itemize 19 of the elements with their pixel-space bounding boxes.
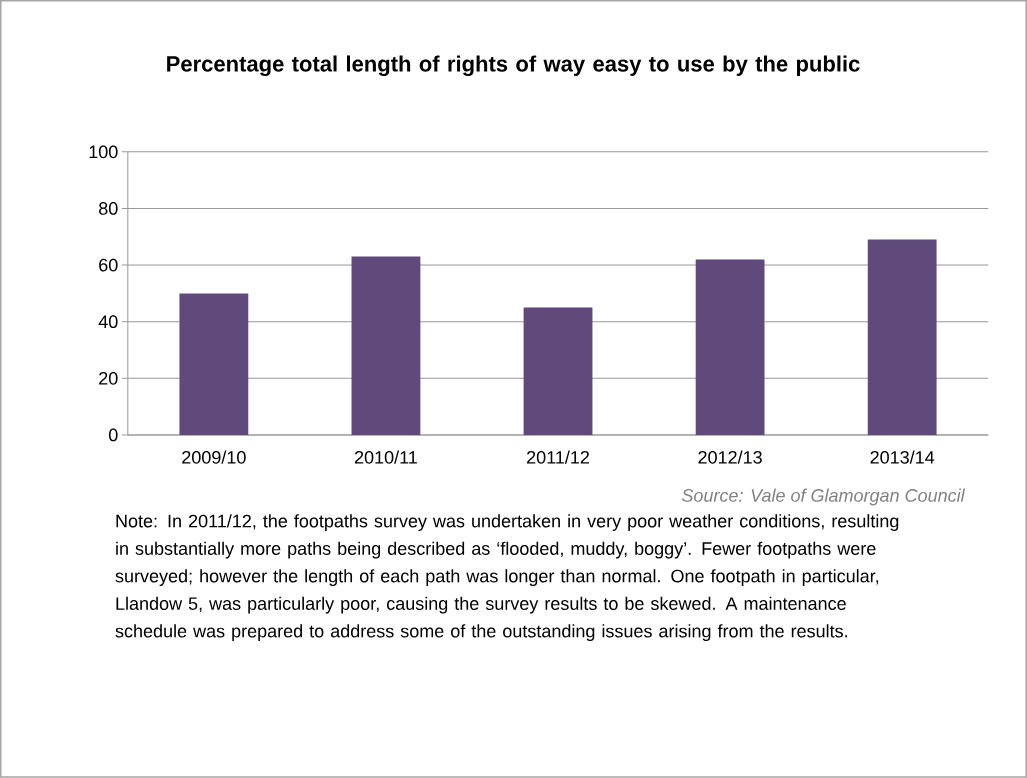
bar [351, 256, 421, 436]
x-tick-label: 2011/12 [527, 450, 589, 464]
bar [695, 259, 765, 436]
y-tick-label: 40 [98, 315, 118, 329]
chart-title: Percentage total length of rights of way easy to use by the public [167, 55, 860, 77]
x-tick-label: 2013/14 [870, 450, 935, 464]
bar [179, 293, 249, 436]
source-note: Source: Vale of Glamorgan Council [681, 488, 966, 506]
y-tick-label: 100 [89, 145, 118, 159]
y-tick-label: 20 [99, 372, 118, 385]
text: Note: In 2011/12, the footpaths survey was undertaken in very poor weather conditions, resulting in substantially more paths being described as ‘flooded, muddy, boggy’. Fewer footpaths were surveyed; however the length of each path was longer than normal. One footpath in particular, Llandow 5, was particularly poor, causing the survey results to be skewed. A maintenance schedule was prepared to address some of the outstanding issues arising from the results. [115, 514, 899, 642]
x-tick-label: 2010/11 [354, 450, 417, 464]
y-tick-label: 60 [99, 258, 118, 272]
x-tick-label: 2009/10 [182, 450, 246, 464]
y-tick-label: 0 [108, 428, 118, 442]
x-tick-label: 2012/13 [698, 450, 762, 464]
y-tick-label: 80 [99, 202, 118, 215]
bar [523, 307, 593, 436]
bar [867, 239, 937, 436]
